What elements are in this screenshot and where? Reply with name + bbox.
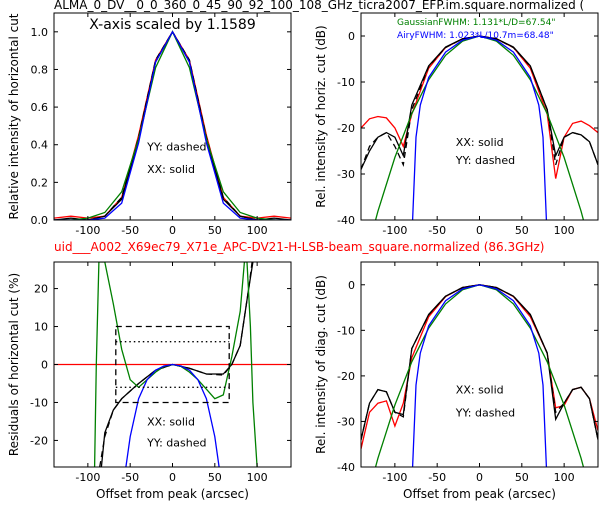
series-group [54, 30, 291, 220]
scale-annotation: X-axis scaled by 1.1589 [89, 17, 255, 33]
plot-frame [53, 12, 292, 221]
y-tick-label: -10 [30, 396, 48, 409]
series-line-4 [411, 284, 548, 467]
y-axis-label: Rel. intensity of horiz. cut (dB) [314, 25, 328, 207]
x-tick-label: 100 [247, 471, 268, 484]
x-axis-label: Offset from peak (arcsec) [96, 487, 249, 501]
y-tick-label: 0.4 [31, 139, 49, 152]
legend-text: XX: solid [147, 163, 195, 176]
x-tick-label: -50 [428, 471, 446, 484]
y-tick-label: -30 [337, 415, 355, 428]
chart-p1: -100 -50 0 50 100 0.0 0.2 0.4 0.6 0.8 1.0 Relative … [7, 12, 292, 237]
y-tick-label: 0 [348, 30, 355, 43]
y-tick-label: -10 [337, 324, 355, 337]
x-tick-label: -50 [121, 224, 139, 237]
x-tick-label: 50 [208, 224, 222, 237]
y-tick-label: 1.0 [31, 26, 49, 39]
y-tick-label: -40 [337, 214, 355, 227]
x-tick-label: 50 [515, 471, 529, 484]
y-axis-label: Rel. intensity of diag. cut (dB) [314, 275, 328, 454]
series-line-2 [361, 35, 598, 170]
series-group [361, 35, 598, 220]
plots: -100 -50 0 50 1000.00.20.40.60.81.0Relative … [7, 12, 599, 501]
series-line-2 [54, 30, 291, 220]
y-tick-label: 0 [41, 359, 48, 372]
series-line-4 [54, 30, 291, 220]
y-axis-label: Residuals of horizontal cut (%) [7, 273, 21, 456]
fwhm-note: GaussianFWHM: 1.131*L/D=67.54" [397, 18, 555, 28]
y-tick-label: 0 [348, 279, 355, 292]
y-tick-label: 0.0 [31, 214, 49, 227]
y-tick-label: 20 [34, 283, 48, 296]
x-tick-label: 50 [515, 224, 529, 237]
series-line-5 [115, 325, 230, 404]
y-tick-label: 10 [34, 321, 48, 334]
legend-text: XX: solid [456, 136, 504, 149]
y-tick-label: 0.8 [31, 63, 49, 76]
x-tick-label: -50 [428, 224, 446, 237]
legend-text: YY: dashed [455, 406, 515, 419]
x-tick-label: 0 [169, 224, 176, 237]
x-tick-label: 0 [476, 471, 483, 484]
series-line-4 [411, 35, 548, 220]
x-axis-label: Offset from peak (arcsec) [403, 487, 556, 501]
x-tick-label: 100 [247, 224, 268, 237]
x-tick-label: -100 [75, 471, 100, 484]
y-tick-label: -10 [337, 76, 355, 89]
x-tick-label: 50 [208, 471, 222, 484]
y-tick-label: -40 [337, 461, 355, 474]
series-line-0 [54, 30, 291, 219]
x-tick-label: 0 [476, 224, 483, 237]
series-group [54, 262, 291, 467]
series-group [361, 284, 598, 467]
middle-title: uid___A002_X69ec79_X71e_APC-DV21-H-LSB-b… [54, 240, 544, 254]
chart-p2: -100 -50 0 50 100 0 -10 -20 -30 -40 Rel. intensity… [314, 12, 599, 237]
legend-text: YY: dashed [455, 154, 515, 167]
legend-text: XX: solid [456, 384, 504, 397]
x-tick-label: -50 [121, 471, 139, 484]
plot-frame [360, 12, 599, 221]
y-tick-label: -20 [337, 370, 355, 383]
y-tick-label: -20 [337, 122, 355, 135]
series-line-0 [361, 284, 598, 449]
x-tick-label: -100 [382, 224, 407, 237]
top-title: ALMA_0_DV__0_0_360_0_45_90_92_100_108_GH… [54, 0, 584, 12]
x-tick-label: 0 [169, 471, 176, 484]
series-line-1 [54, 30, 291, 220]
chart-p4: -100 -50 0 50 100 0 -10 -20 -30 -40 Rel. intensity… [314, 261, 599, 501]
x-tick-label: 100 [554, 471, 575, 484]
legend-text: YY: dashed [146, 436, 206, 449]
x-tick-label: -100 [382, 471, 407, 484]
series-line-3 [54, 30, 291, 220]
x-tick-label: 100 [554, 224, 575, 237]
y-tick-label: -30 [337, 168, 355, 181]
x-tick-label: -100 [75, 224, 100, 237]
plot-frame [360, 261, 599, 468]
legend-text: XX: solid [147, 415, 195, 428]
y-tick-label: 0.6 [31, 101, 49, 114]
legend-text: YY: dashed [146, 141, 206, 154]
y-tick-label: 0.2 [31, 176, 49, 189]
fwhm-note: AiryFWHM: 1.023*L/10.7m=68.48" [397, 31, 554, 41]
y-axis-label: Relative intensity of horizontal cut [7, 13, 21, 219]
series-line-4 [125, 363, 220, 467]
series-line-1 [361, 35, 598, 170]
y-tick-label: -20 [30, 434, 48, 447]
